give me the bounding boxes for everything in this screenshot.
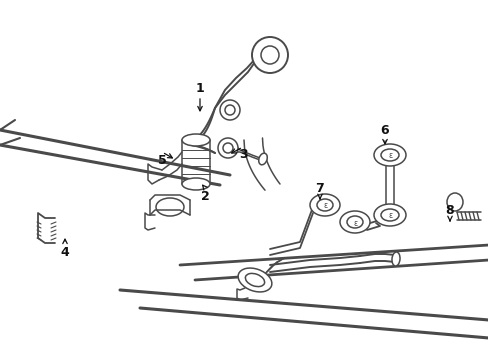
Ellipse shape [380,149,398,161]
Text: 3: 3 [238,148,247,162]
Text: 5: 5 [157,153,166,166]
Circle shape [220,100,240,120]
Ellipse shape [446,193,462,211]
Text: 8: 8 [445,203,453,216]
Ellipse shape [373,204,405,226]
Circle shape [261,46,279,64]
Text: ε: ε [323,202,327,211]
Ellipse shape [182,178,209,190]
Circle shape [251,37,287,73]
Text: 7: 7 [315,181,324,194]
Text: 2: 2 [200,189,209,202]
Ellipse shape [339,211,369,233]
Text: ε: ε [353,219,357,228]
Circle shape [223,143,232,153]
Ellipse shape [373,144,405,166]
Circle shape [224,105,235,115]
Ellipse shape [182,134,209,146]
Ellipse shape [391,252,399,266]
Ellipse shape [346,216,362,228]
Ellipse shape [309,194,339,216]
Ellipse shape [245,273,264,287]
Ellipse shape [316,199,332,211]
Text: ε: ε [388,211,392,220]
Text: 1: 1 [195,81,204,94]
Circle shape [218,138,238,158]
Text: 6: 6 [380,123,388,136]
Ellipse shape [380,209,398,221]
Ellipse shape [238,268,271,292]
Ellipse shape [258,153,267,165]
Text: 4: 4 [61,246,69,258]
Text: ε: ε [388,152,392,161]
